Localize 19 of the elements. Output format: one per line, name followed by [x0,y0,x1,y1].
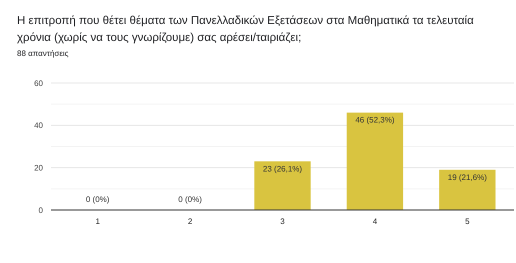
x-tick-label: 4 [372,217,378,226]
x-tick-label: 2 [188,217,193,226]
x-tick-label: 3 [280,217,286,226]
data-label: 46 (52,3%) [355,116,395,125]
y-tick-label: 20 [34,163,44,172]
x-tick-label: 1 [95,217,100,226]
y-tick-label: 40 [34,121,44,130]
x-tick-label: 5 [465,217,470,226]
chart-subtitle: 88 απαντήσεις [17,49,69,58]
chart-title: Η επιτροπή που θέτει θέματα των Πανελλαδικών Εξετάσεων στα Μαθηματικά τα τελευταία χρόνια (χωρίς να τους γνωρίζουμε) σας αρέσει/ταιριάζει; [17,15,474,44]
data-label: 0 (0%) [86,195,110,204]
y-tick-label: 0 [38,206,44,215]
data-label: 19 (21,6%) [448,172,488,182]
bar [254,161,311,210]
data-label: 0 (0%) [178,195,202,204]
bar [439,170,496,210]
bar [346,112,404,210]
y-tick-label: 60 [34,78,44,88]
data-label: 23 (26,1%) [262,164,302,174]
